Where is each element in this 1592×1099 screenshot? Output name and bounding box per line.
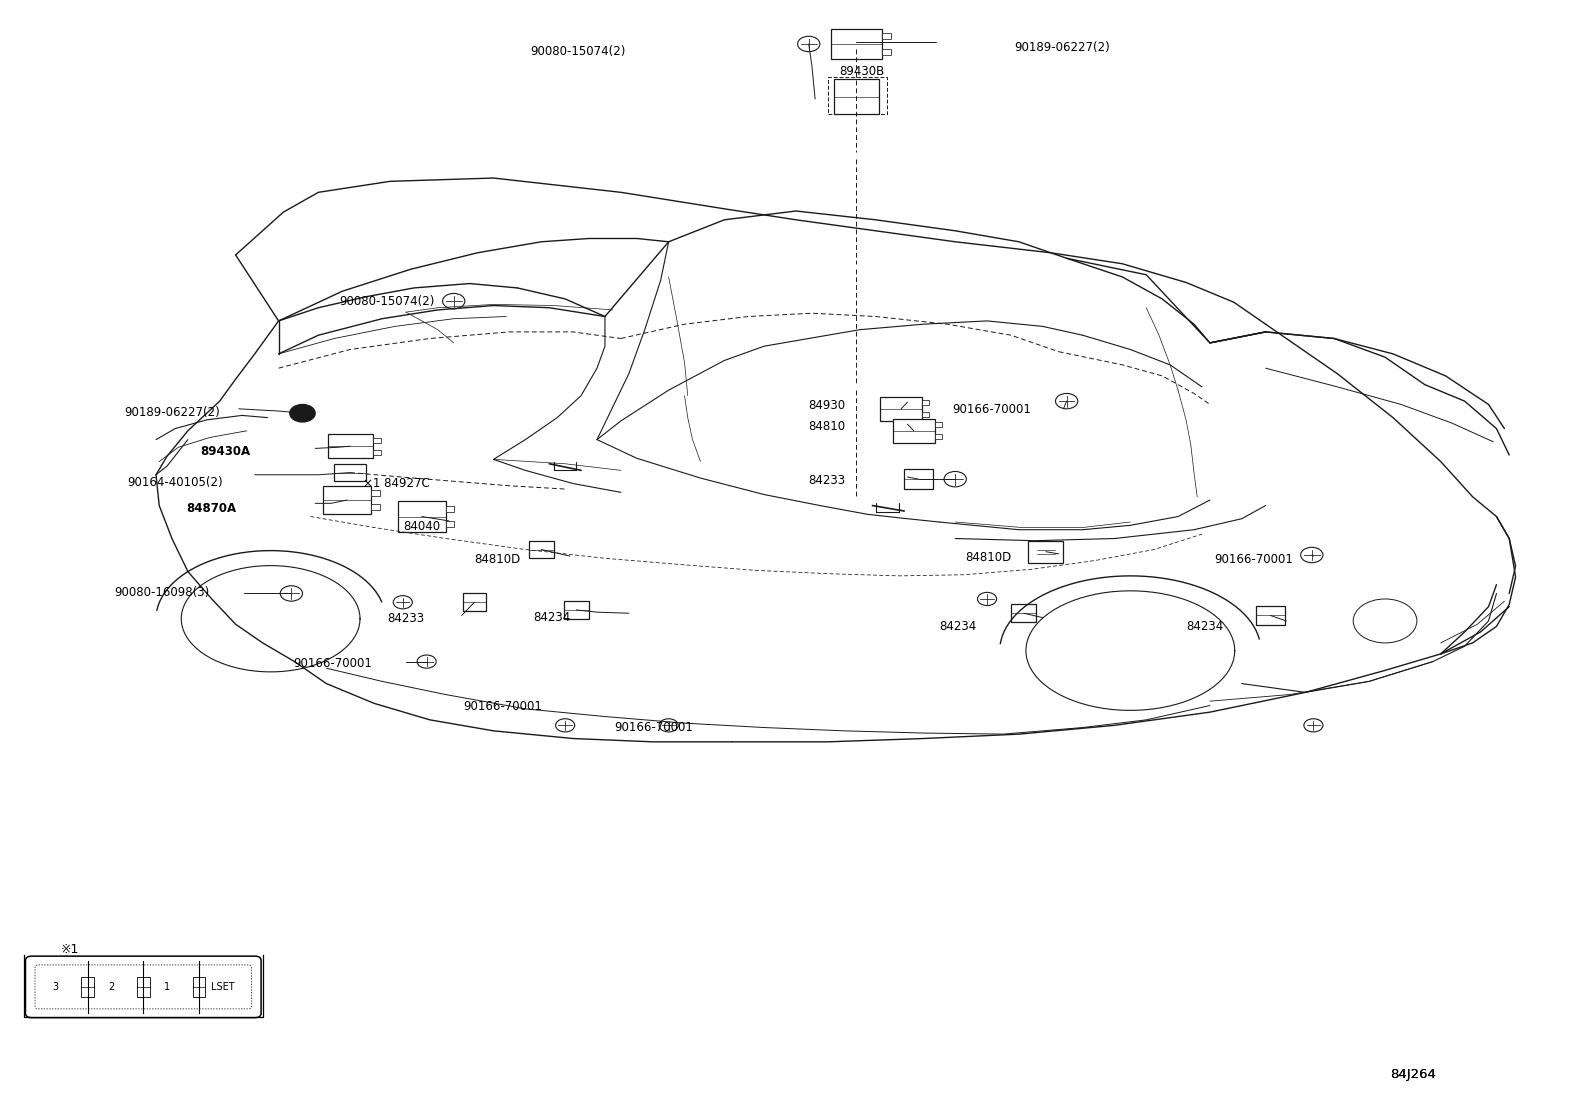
Bar xyxy=(1011,604,1036,622)
Bar xyxy=(893,419,935,443)
Text: 84234: 84234 xyxy=(533,611,570,624)
Text: 89430A: 89430A xyxy=(201,445,250,458)
Bar xyxy=(834,79,879,114)
Bar xyxy=(373,437,380,443)
Bar xyxy=(922,412,930,418)
Bar xyxy=(529,541,554,558)
Text: 84233: 84233 xyxy=(809,474,845,487)
Text: 90166-70001: 90166-70001 xyxy=(463,700,543,713)
Bar xyxy=(564,601,589,619)
Text: 90189-06227(2): 90189-06227(2) xyxy=(1014,41,1110,54)
Text: 84233: 84233 xyxy=(387,612,423,625)
Text: 84234: 84234 xyxy=(939,620,976,633)
Bar xyxy=(193,977,205,997)
Bar xyxy=(371,490,379,496)
Text: 3: 3 xyxy=(53,981,59,992)
Bar xyxy=(371,504,379,510)
Bar xyxy=(323,486,371,513)
Circle shape xyxy=(798,36,820,52)
Circle shape xyxy=(280,586,302,601)
Text: 90080-15074(2): 90080-15074(2) xyxy=(339,295,435,308)
Text: 84J264: 84J264 xyxy=(1390,1068,1436,1081)
Bar xyxy=(831,29,882,59)
Bar xyxy=(81,977,94,997)
Bar xyxy=(904,469,933,489)
Circle shape xyxy=(1301,547,1323,563)
Circle shape xyxy=(393,596,412,609)
Circle shape xyxy=(417,655,436,668)
Text: 90166-70001: 90166-70001 xyxy=(293,657,373,670)
Text: 84930: 84930 xyxy=(809,399,845,412)
Text: 89430B: 89430B xyxy=(839,65,884,78)
Text: 2: 2 xyxy=(108,981,115,992)
Bar xyxy=(880,397,922,421)
Text: LSET: LSET xyxy=(210,981,234,992)
Bar xyxy=(373,449,380,455)
Text: ×1 84927C: ×1 84927C xyxy=(363,477,430,490)
Bar xyxy=(922,400,930,406)
Text: 90189-06227(2): 90189-06227(2) xyxy=(124,406,220,419)
Circle shape xyxy=(1304,719,1323,732)
Bar xyxy=(935,434,942,440)
Circle shape xyxy=(944,471,966,487)
Circle shape xyxy=(659,719,678,732)
Bar xyxy=(463,593,486,611)
Text: 84J264: 84J264 xyxy=(1390,1068,1436,1081)
Text: 1: 1 xyxy=(164,981,170,992)
Bar xyxy=(446,521,454,528)
Text: 90080-16098(3): 90080-16098(3) xyxy=(115,586,210,599)
Bar xyxy=(935,422,942,428)
Text: 84810D: 84810D xyxy=(474,553,521,566)
Text: 84810D: 84810D xyxy=(965,551,1011,564)
Bar xyxy=(1256,606,1285,625)
Bar xyxy=(446,506,454,512)
Text: 90080-15074(2): 90080-15074(2) xyxy=(530,45,626,58)
FancyBboxPatch shape xyxy=(25,956,261,1018)
Text: ※1: ※1 xyxy=(60,943,80,956)
Bar xyxy=(137,977,150,997)
Text: 84234: 84234 xyxy=(1186,620,1223,633)
Bar xyxy=(398,501,446,532)
Bar xyxy=(1028,541,1063,563)
Bar xyxy=(328,434,373,458)
Circle shape xyxy=(1055,393,1078,409)
Text: 84810: 84810 xyxy=(809,420,845,433)
Circle shape xyxy=(443,293,465,309)
Text: 84870A: 84870A xyxy=(186,502,236,515)
Circle shape xyxy=(556,719,575,732)
Circle shape xyxy=(290,404,315,422)
Text: 90166-70001: 90166-70001 xyxy=(615,721,694,734)
Text: 90164-40105(2): 90164-40105(2) xyxy=(127,476,223,489)
Circle shape xyxy=(977,592,997,606)
Bar xyxy=(882,48,892,55)
Bar xyxy=(882,33,892,40)
Text: 90166-70001: 90166-70001 xyxy=(952,403,1032,417)
Text: 90166-70001: 90166-70001 xyxy=(1215,553,1294,566)
Text: 84040: 84040 xyxy=(403,520,439,533)
Bar xyxy=(334,464,366,481)
